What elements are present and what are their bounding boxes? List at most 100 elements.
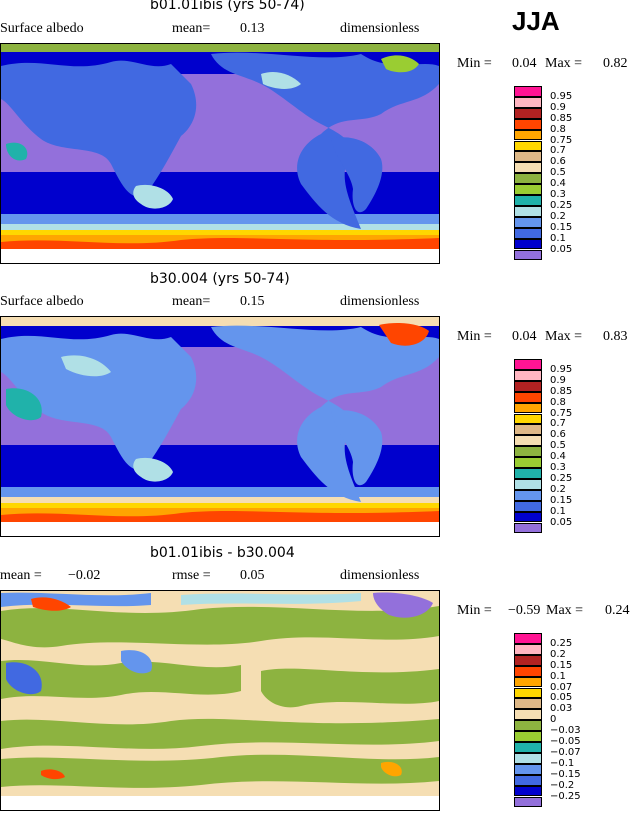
panel-1-map-canvas bbox=[1, 44, 439, 263]
legend-swatch bbox=[514, 216, 542, 228]
panel-3-rmse-value: 0.05 bbox=[240, 568, 265, 583]
legend-label: −0.25 bbox=[550, 790, 581, 802]
legend-label: 0.9 bbox=[550, 101, 566, 113]
panel-3-legend: 0.25 0.2 0.15 0.1 0.07 0.05 0.03 0 −0.03 −0.05 −0.… bbox=[514, 633, 632, 808]
legend-label: 0.25 bbox=[550, 637, 573, 649]
legend-label: 0.2 bbox=[550, 648, 566, 660]
season-label: JJA bbox=[512, 6, 560, 36]
legend-label: 0.6 bbox=[550, 156, 566, 168]
legend-label: 0.95 bbox=[550, 90, 573, 102]
panel-3-map bbox=[0, 590, 440, 811]
legend-label: −0.15 bbox=[550, 768, 581, 780]
legend-swatch bbox=[514, 107, 542, 119]
legend-swatch bbox=[514, 720, 542, 732]
legend-swatch bbox=[514, 742, 542, 753]
legend-label: 0.25 bbox=[550, 472, 573, 484]
panel-3-units: dimensionless bbox=[340, 568, 420, 583]
legend-label: 0.15 bbox=[550, 494, 573, 506]
legend-swatch bbox=[514, 184, 542, 195]
legend-swatch bbox=[514, 205, 542, 217]
legend-label: 0.05 bbox=[550, 243, 573, 255]
panel-1-legend: 0.95 0.9 0.85 0.8 0.75 0.7 0.6 0.5 0.4 0.3 0.25 0.2… bbox=[514, 86, 632, 261]
legend-swatch bbox=[514, 380, 542, 392]
legend-label: 0.8 bbox=[550, 396, 566, 408]
legend-swatch bbox=[514, 435, 542, 447]
legend-label: 0.85 bbox=[550, 385, 573, 397]
legend-label: 0.2 bbox=[550, 483, 566, 495]
legend-label: 0.4 bbox=[550, 451, 566, 463]
legend-swatch bbox=[514, 249, 542, 261]
legend-label: −0.1 bbox=[550, 757, 575, 769]
legend-swatch bbox=[514, 796, 542, 808]
panel-2-variable-label: Surface albedo bbox=[0, 294, 84, 309]
legend-label: 0.25 bbox=[550, 199, 573, 211]
panel-1-max-value: 0.82 bbox=[603, 56, 628, 71]
panel-3-title: b01.01ibis - b30.004 bbox=[150, 545, 295, 561]
panel-3-min-label: Min = bbox=[457, 603, 492, 618]
panel-3-max-value: 0.24 bbox=[605, 603, 630, 618]
panel-2-min-label: Min = bbox=[457, 329, 492, 344]
panel-2-legend: 0.95 0.9 0.85 0.8 0.75 0.7 0.6 0.5 0.4 0.3 0.25 0.2… bbox=[514, 359, 632, 534]
legend-swatch bbox=[514, 129, 542, 141]
panel-1-mean-value: 0.13 bbox=[240, 21, 265, 36]
legend-label: 0.75 bbox=[550, 407, 573, 419]
legend-swatch bbox=[514, 359, 542, 370]
legend-label: 0.85 bbox=[550, 112, 573, 124]
legend-swatch bbox=[514, 140, 542, 152]
panel-3-max-label: Max = bbox=[546, 603, 584, 618]
legend-swatch bbox=[514, 86, 542, 97]
legend-swatch bbox=[514, 162, 542, 174]
legend-label: 0.5 bbox=[550, 167, 566, 179]
legend-swatch bbox=[514, 654, 542, 666]
panel-1-variable-label: Surface albedo bbox=[0, 21, 84, 36]
legend-label: 0.9 bbox=[550, 374, 566, 386]
legend-swatch bbox=[514, 731, 542, 742]
legend-swatch bbox=[514, 151, 542, 163]
legend-label: 0.8 bbox=[550, 123, 566, 135]
panel-3-min-value: −0.59 bbox=[508, 603, 541, 618]
legend-swatch bbox=[514, 96, 542, 108]
legend-swatch bbox=[514, 238, 542, 250]
legend-swatch bbox=[514, 489, 542, 501]
panel-1-min-label: Min = bbox=[457, 56, 492, 71]
legend-swatch bbox=[514, 173, 542, 185]
legend-swatch bbox=[514, 369, 542, 381]
legend-swatch bbox=[514, 665, 542, 677]
panel-2-min-value: 0.04 bbox=[512, 329, 537, 344]
legend-swatch bbox=[514, 195, 542, 206]
legend-label: 0.15 bbox=[550, 221, 573, 233]
legend-label: 0.4 bbox=[550, 178, 566, 190]
panel-3-mean-label: mean = bbox=[0, 568, 42, 583]
legend-swatch bbox=[514, 676, 542, 688]
legend-label: −0.2 bbox=[550, 779, 575, 791]
legend-swatch bbox=[514, 522, 542, 534]
legend-label: 0.1 bbox=[550, 505, 566, 517]
legend-swatch bbox=[514, 500, 542, 512]
panel-3-map-canvas bbox=[1, 591, 439, 810]
panel-2-mean-value: 0.15 bbox=[240, 294, 265, 309]
legend-swatch bbox=[514, 752, 542, 764]
panel-1-min-value: 0.04 bbox=[512, 56, 537, 71]
legend-label: 0.75 bbox=[550, 134, 573, 146]
legend-label: 0 bbox=[550, 714, 557, 726]
legend-label: 0.05 bbox=[550, 516, 573, 528]
legend-swatch bbox=[514, 478, 542, 490]
legend-label: 0.3 bbox=[550, 189, 566, 200]
panel-2-units: dimensionless bbox=[340, 294, 420, 309]
panel-1-max-label: Max = bbox=[545, 56, 583, 71]
panel-2-title: b30.004 (yrs 50-74) bbox=[150, 271, 290, 287]
legend-swatch bbox=[514, 227, 542, 239]
legend-label: 0.7 bbox=[550, 145, 566, 157]
legend-label: 0.07 bbox=[550, 681, 573, 693]
panel-1-mean-label: mean= bbox=[172, 21, 211, 36]
panel-1-title: b01.01ibis (yrs 50-74) bbox=[150, 0, 305, 13]
legend-swatch bbox=[514, 511, 542, 523]
legend-swatch bbox=[514, 785, 542, 797]
panel-3-rmse-label: rmse = bbox=[172, 568, 211, 583]
panel-3-mean-value: −0.02 bbox=[68, 568, 101, 583]
panel-2-mean-label: mean= bbox=[172, 294, 211, 309]
legend-swatch bbox=[514, 446, 542, 458]
panel-2-map-canvas bbox=[1, 317, 439, 536]
legend-label: 0.95 bbox=[550, 363, 573, 375]
legend-swatch bbox=[514, 709, 542, 721]
